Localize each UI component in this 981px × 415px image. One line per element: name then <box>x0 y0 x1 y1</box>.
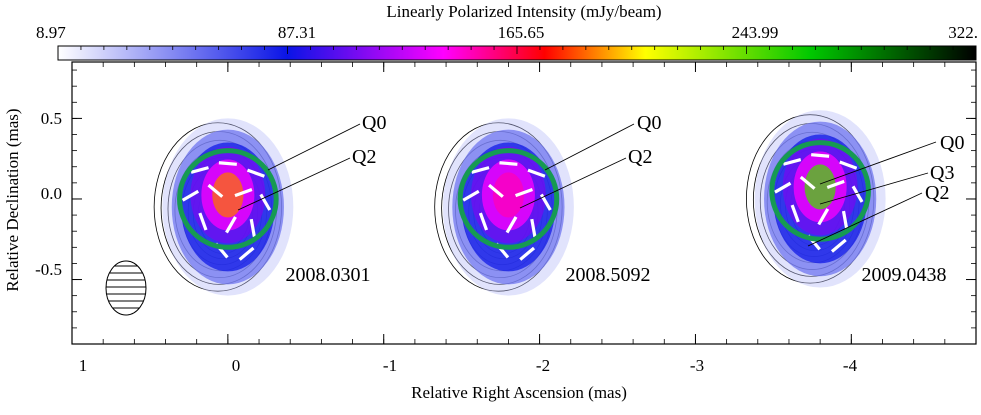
evpa-tick <box>488 183 504 198</box>
x-tick-label: -2 <box>536 356 550 375</box>
epoch-label: 2009.0438 <box>862 264 947 286</box>
evpa-tick <box>499 161 518 166</box>
evpa-tick <box>530 218 537 238</box>
x-axis-label: Relative Right Ascension (mas) <box>411 383 627 402</box>
evpa-tick <box>218 161 237 166</box>
evpa-tick <box>207 183 224 198</box>
colorbar-tick-label: 87.31 <box>278 23 316 42</box>
x-tick-label: -4 <box>843 356 858 375</box>
component-circle <box>177 148 279 250</box>
axis-ticks <box>57 46 977 344</box>
component-label: Q2 <box>628 146 652 168</box>
component-label: Q0 <box>362 112 386 134</box>
y-tick-label: 0.0 <box>41 184 62 203</box>
colorbar-title: Linearly Polarized Intensity (mJy/beam) <box>386 2 661 21</box>
evpa-tick <box>841 210 849 230</box>
component-label: Q0 <box>637 112 661 134</box>
evpa-tick <box>471 166 490 174</box>
evpa-tick <box>782 158 802 166</box>
colorbar-tick-label: 243.99 <box>732 23 779 42</box>
colorbar-tick-labels: 8.97 87.31 165.65 243.99 322. <box>36 23 978 42</box>
y-axis-label: Relative Declination (mas) <box>3 108 22 291</box>
evpa-tick <box>817 208 830 226</box>
evpa-tick <box>830 238 847 253</box>
evpa-tick <box>238 246 255 261</box>
evpa-tick <box>181 189 200 202</box>
evpa-tick <box>774 181 792 194</box>
component-circle <box>769 140 871 242</box>
x-tick-label: -3 <box>690 356 704 375</box>
leader-lines <box>237 123 937 247</box>
component-label: Q0 <box>940 132 964 154</box>
epoch-map <box>153 118 294 296</box>
y-tick-label: 0.5 <box>41 109 62 128</box>
y-tick-label: -0.5 <box>35 260 62 279</box>
polarized-intensity-blob <box>212 172 244 218</box>
component-label: Q2 <box>352 146 376 168</box>
component-circle <box>457 148 560 250</box>
evpa-tick <box>790 204 800 223</box>
evpa-tick <box>249 218 256 238</box>
evpa-tick <box>505 216 518 234</box>
evpa-tick <box>225 216 237 234</box>
colorbar-tick-label: 322. <box>948 23 978 42</box>
evpa-tick <box>826 179 845 190</box>
evpa-tick <box>839 160 858 170</box>
evpa-tick <box>190 166 209 174</box>
epoch-map <box>746 110 886 288</box>
evpa-tick <box>514 187 534 198</box>
epoch-label: 2008.5092 <box>566 264 651 286</box>
mark-layer <box>177 140 871 250</box>
evpa-tick <box>811 153 830 158</box>
evpa-tick <box>799 175 816 190</box>
evpa-tick <box>198 212 208 231</box>
polarized-intensity-blob <box>492 172 524 218</box>
colorbar-tick-label: 165.65 <box>498 23 545 42</box>
evpa-tick <box>478 212 489 231</box>
x-tick-label: 1 <box>79 356 88 375</box>
evpa-tick <box>462 189 480 202</box>
component-label: Q2 <box>925 182 949 204</box>
x-tick-label: 0 <box>232 356 241 375</box>
evpa-tick <box>527 168 546 178</box>
colorbar-tick-label: 8.97 <box>36 23 66 42</box>
evpa-tick <box>259 193 272 211</box>
epoch-map <box>434 118 574 296</box>
evpa-tick <box>246 168 265 178</box>
y-tick-labels: 0.5 0.0 -0.5 <box>35 109 62 279</box>
polarized-intensity-blob <box>804 164 836 210</box>
evpa-tick <box>519 246 536 261</box>
evpa-tick <box>234 187 253 198</box>
x-tick-labels: 1 0 -1 -2 -3 -4 <box>79 356 858 375</box>
component-label: Q3 <box>930 162 954 184</box>
x-tick-label: -1 <box>383 356 397 375</box>
evpa-tick <box>851 185 864 203</box>
epoch-label: 2008.0301 <box>286 264 371 286</box>
